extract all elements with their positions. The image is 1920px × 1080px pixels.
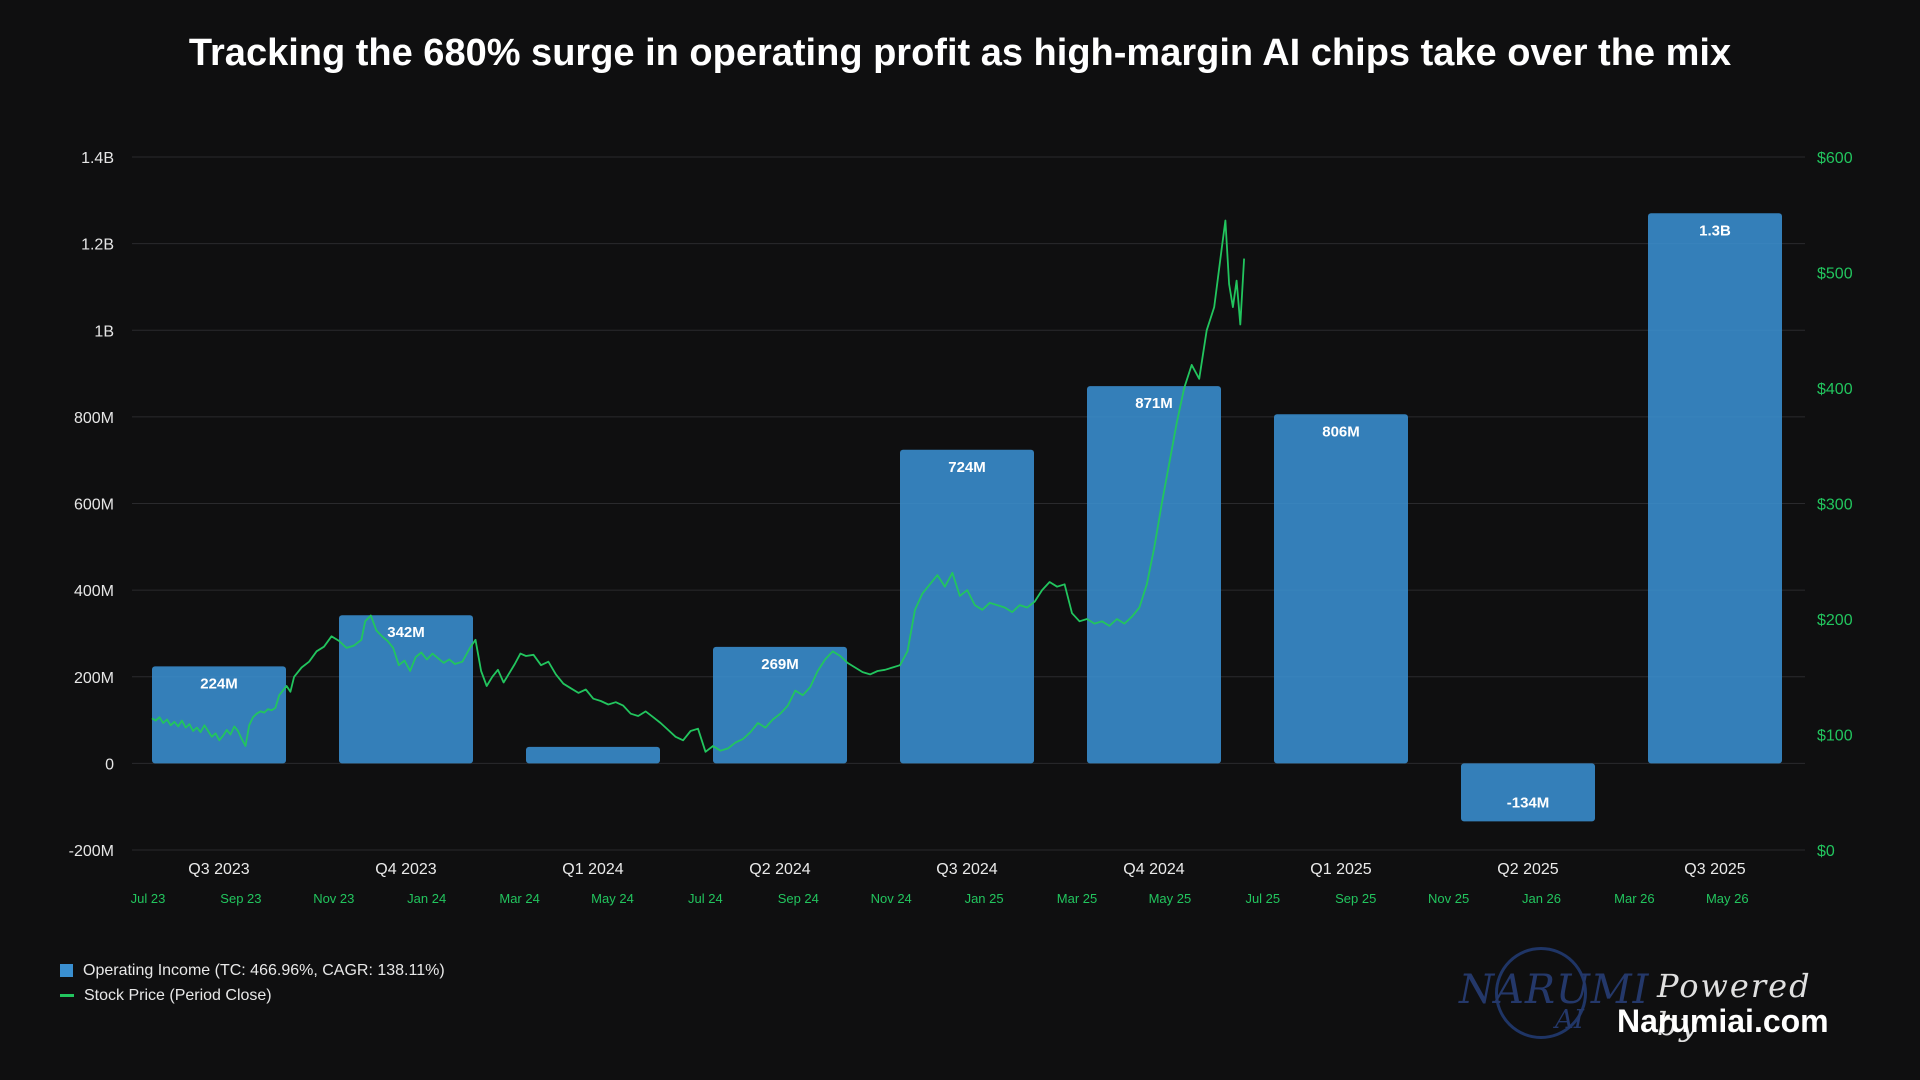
date-tick-label: Sep 23 [220, 891, 261, 906]
date-tick-label: Mar 26 [1614, 891, 1654, 906]
legend-item-stock-price[interactable]: Stock Price (Period Close) [60, 983, 445, 1008]
bar-data-label: 1.3B [1699, 222, 1731, 239]
category-label: Q3 2025 [1684, 861, 1745, 878]
date-tick-label: May 24 [591, 891, 634, 906]
narumi-logo: NARUMI AI [1455, 945, 1648, 1045]
bar [339, 615, 473, 764]
left-tick-label: -200M [69, 843, 114, 860]
bar-data-label: 342M [387, 624, 425, 641]
date-tick-label: Nov 25 [1428, 891, 1469, 906]
logo-sub: AI [1555, 1005, 1585, 1035]
category-label: Q3 2024 [936, 861, 997, 878]
data-label-layer: 224M 342M 269M 724M 871M 806M -134M 1.3B [200, 222, 1731, 811]
date-tick-label: May 26 [1706, 891, 1749, 906]
right-tick-label: $0 [1817, 843, 1835, 860]
date-tick-label: Mar 24 [499, 891, 539, 906]
legend-item-operating-income[interactable]: Operating Income (TC: 466.96%, CAGR: 138… [60, 958, 445, 983]
bar [1648, 213, 1782, 764]
date-tick-label: Jul 24 [688, 891, 723, 906]
right-tick-label: $500 [1817, 266, 1853, 283]
bar-data-label: 269M [761, 656, 799, 673]
right-tick-label: $200 [1817, 612, 1853, 629]
bar-data-label: 724M [948, 459, 986, 476]
bar [713, 646, 847, 764]
left-axis: -200M 0 200M 400M 600M 800M 1B 1.2B 1.4B [69, 150, 114, 860]
category-label: Q4 2024 [1123, 861, 1184, 878]
bar [1274, 414, 1408, 764]
bar-layer [152, 213, 1782, 822]
category-label: Q1 2024 [562, 861, 623, 878]
chart-title: Tracking the 680% surge in operating pro… [188, 32, 1732, 74]
stock-price-line [151, 219, 1245, 753]
category-label: Q1 2025 [1310, 861, 1371, 878]
date-tick-label: May 25 [1149, 891, 1192, 906]
bar-data-label: 871M [1135, 395, 1173, 412]
right-axis: $0 $100 $200 $300 $400 $500 $600 [1817, 150, 1853, 860]
left-tick-label: 400M [74, 583, 114, 600]
line-layer [151, 219, 1245, 753]
right-tick-label: $100 [1817, 728, 1853, 745]
right-tick-label: $300 [1817, 497, 1853, 514]
date-tick-label: Jan 24 [407, 891, 446, 906]
bar-data-label: 224M [200, 675, 238, 692]
category-label: Q2 2024 [749, 861, 810, 878]
logo-text: NARUMI [1459, 967, 1650, 1013]
date-tick-label: Nov 24 [871, 891, 912, 906]
left-tick-label: 200M [74, 670, 114, 687]
powered-by: Powered by [1657, 967, 1812, 1043]
left-tick-label: 600M [74, 497, 114, 514]
date-tick-label: Jul 23 [131, 891, 166, 906]
legend-swatch-square-icon [60, 964, 73, 977]
left-tick-label: 800M [74, 410, 114, 427]
date-tick-label: Jan 26 [1522, 891, 1561, 906]
bar [1087, 386, 1221, 764]
date-axis: Jul 23 Sep 23 Nov 23 Jan 24 Mar 24 May 24 Jul … [131, 891, 1749, 906]
date-tick-label: Mar 25 [1057, 891, 1097, 906]
bar [152, 666, 286, 764]
right-tick-label: $400 [1817, 381, 1853, 398]
date-tick-label: Sep 24 [778, 891, 819, 906]
date-tick-label: Sep 25 [1335, 891, 1376, 906]
bar-data-label: -134M [1507, 794, 1550, 811]
legend-label-stock-price: Stock Price (Period Close) [84, 986, 272, 1004]
left-tick-label: 0 [105, 756, 114, 773]
category-label: Q2 2025 [1497, 861, 1558, 878]
left-tick-label: 1.4B [81, 150, 114, 167]
legend: Operating Income (TC: 466.96%, CAGR: 138… [60, 958, 445, 1008]
left-tick-label: 1.2B [81, 237, 114, 254]
category-axis: Q3 2023 Q4 2023 Q1 2024 Q2 2024 Q3 2024 Q4 20… [188, 861, 1745, 878]
brand-site-link[interactable]: Narumiai.com [1617, 1003, 1829, 1039]
branding: NARUMI AI Powered by Narumiai.com [1455, 945, 1855, 1045]
date-tick-label: Nov 23 [313, 891, 354, 906]
bar [526, 746, 660, 764]
category-label: Q3 2023 [188, 861, 249, 878]
date-tick-label: Jan 25 [965, 891, 1004, 906]
date-tick-label: Jul 25 [1245, 891, 1280, 906]
left-tick-label: 1B [94, 323, 114, 340]
bar [900, 449, 1034, 764]
bar [1461, 763, 1595, 822]
legend-swatch-line-icon [60, 994, 74, 997]
logo-ring-icon [1495, 947, 1587, 1039]
right-tick-label: $600 [1817, 150, 1853, 167]
bar-data-label: 806M [1322, 423, 1360, 440]
legend-label-operating-income: Operating Income (TC: 466.96%, CAGR: 138… [83, 961, 445, 979]
category-label: Q4 2023 [375, 861, 436, 878]
